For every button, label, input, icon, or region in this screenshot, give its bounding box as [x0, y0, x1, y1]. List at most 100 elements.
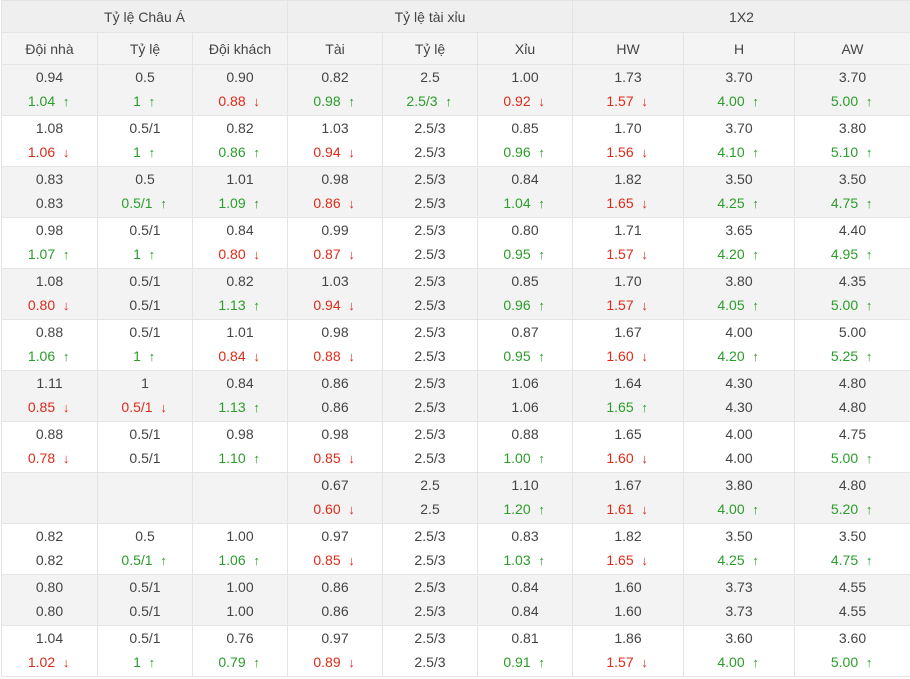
odds-cell-content: 2.5/3 2.5/3 — [383, 626, 477, 676]
arrow-up-icon: ↑ — [752, 298, 759, 313]
arrow-down-icon: ↓ — [62, 298, 70, 313]
odds-cell-content: 3.60 4.00 ↑ — [684, 626, 794, 676]
odds-cell-content: 3.50 4.25 ↑ — [684, 167, 794, 217]
odds-cell-content: 1.86 1.57 ↓ — [573, 626, 683, 676]
current-odds-line: 1.61 ↓ — [573, 501, 683, 518]
arrow-up-icon: ↑ — [865, 247, 873, 262]
opening-odds: 2.5/3 — [414, 171, 446, 187]
arrow-down-icon: ↓ — [641, 349, 648, 364]
current-odds-line: 4.20 ↑ — [684, 246, 794, 263]
current-odds: 1.04 — [503, 195, 531, 211]
opening-odds: 0.67 — [321, 477, 349, 493]
arrow-up-icon: ↑ — [538, 655, 545, 670]
current-odds: 0.5/1 — [129, 297, 161, 313]
arrow-down-icon: ↓ — [62, 451, 70, 466]
opening-odds: 2.5/3 — [414, 222, 446, 238]
current-odds: 0.83 — [35, 195, 64, 211]
odds-cell-away: 0.98 1.10 ↑ — [192, 421, 288, 473]
current-odds-line: 1.09 ↑ — [193, 195, 287, 212]
odds-cell-content: 3.50 4.75 ↑ — [795, 524, 910, 574]
current-odds-line: 3.73 — [684, 603, 794, 619]
opening-odds: 1.10 — [511, 477, 539, 493]
current-odds-line: 1.20 ↑ — [478, 501, 572, 518]
odds-cell-home: 0.88 1.06 ↑ — [1, 319, 98, 371]
current-odds-line: 0.86 — [288, 399, 382, 415]
opening-odds: 0.90 — [226, 69, 254, 85]
current-odds-line: 0.80 — [2, 603, 97, 619]
odds-cell-away: 0.84 1.13 ↑ — [192, 370, 288, 422]
arrow-up-icon: ↑ — [253, 298, 260, 313]
odds-cell-handicap: 0.5/1 1 ↑ — [97, 217, 193, 269]
odds-cell-away — [192, 472, 288, 524]
odds-cell-content: 0.81 0.91 ↑ — [478, 626, 572, 676]
opening-odds: 1.73 — [614, 69, 642, 85]
current-odds-line: 4.30 — [684, 399, 794, 415]
odds-cell-content: 0.98 0.88 ↓ — [288, 320, 382, 370]
opening-odds: 0.94 — [35, 69, 64, 85]
current-odds: 1.65 — [606, 399, 634, 415]
opening-odds: 1.03 — [321, 120, 349, 136]
odds-cell-content: 1.60 1.60 — [573, 575, 683, 625]
opening-odds: 0.85 — [511, 120, 539, 136]
odds-row: 0.67 0.60 ↓ 2.5 2.5 1.10 1.20 ↑ 1.67 1.61 ↓ 3.80 4.0… — [1, 472, 910, 524]
opening-odds: 1.00 — [226, 579, 254, 595]
opening-odds: 4.00 — [725, 426, 753, 442]
arrow-up-icon: ↑ — [752, 349, 759, 364]
opening-odds: 2.5 — [420, 69, 440, 85]
opening-odds: 0.82 — [226, 273, 254, 289]
odds-body: 0.94 1.04 ↑ 0.5 1 ↑ 0.90 0.88 ↓ 0.82 0.98 ↑ 2.5 2.5/3… — [1, 64, 910, 677]
arrow-down-icon: ↓ — [348, 196, 355, 211]
arrow-up-icon: ↑ — [445, 94, 452, 109]
opening-odds: 3.50 — [838, 528, 867, 544]
col-header-away: Đội khách — [192, 32, 288, 65]
opening-odds: 0.84 — [226, 375, 254, 391]
current-odds-line: 4.05 ↑ — [684, 297, 794, 314]
odds-cell-content: 0.85 0.96 ↑ — [478, 116, 572, 166]
opening-odds: 4.00 — [725, 324, 753, 340]
current-odds-line: 5.00 ↑ — [795, 297, 910, 314]
current-odds-line: 5.00 ↑ — [795, 93, 910, 110]
current-odds: 1.06 — [27, 348, 56, 364]
odds-cell-content — [2, 473, 97, 523]
opening-odds: 4.30 — [725, 375, 753, 391]
odds-cell-content — [193, 473, 287, 523]
arrow-down-icon: ↓ — [348, 655, 355, 670]
current-odds: 1.06 — [218, 552, 246, 568]
current-odds-line: 4.00 ↑ — [684, 654, 794, 671]
current-odds: 0.80 — [35, 603, 64, 619]
current-odds: 1.06 — [511, 399, 539, 415]
current-odds: 4.00 — [725, 450, 753, 466]
current-odds-line: 0.85 ↓ — [288, 552, 382, 569]
odds-cell-over: 0.99 0.87 ↓ — [287, 217, 383, 269]
opening-odds: 0.84 — [511, 579, 539, 595]
arrow-down-icon: ↓ — [641, 145, 648, 160]
current-odds: 1.60 — [614, 603, 642, 619]
current-odds: 0.86 — [321, 603, 349, 619]
arrow-up-icon: ↑ — [865, 349, 873, 364]
current-odds-line: 1.65 ↓ — [573, 195, 683, 212]
odds-cell-content: 4.35 5.00 ↑ — [795, 269, 910, 319]
odds-cell-content: 1.67 1.61 ↓ — [573, 473, 683, 523]
current-odds-line: 0.96 ↑ — [478, 297, 572, 314]
current-odds: 4.10 — [717, 144, 745, 160]
current-odds: 5.00 — [830, 297, 859, 313]
current-odds-line: 4.25 ↑ — [684, 552, 794, 569]
current-odds-line: 0.91 ↑ — [478, 654, 572, 671]
current-odds-line: 1 ↑ — [98, 144, 192, 161]
column-header-row: Đội nhà Tỷ lệ Đội khách Tài Tỷ lệ Xỉu HW… — [1, 32, 910, 65]
current-odds-line: 1.06 — [478, 399, 572, 415]
odds-cell-under: 0.87 0.95 ↑ — [477, 319, 573, 371]
odds-cell-home — [1, 472, 98, 524]
opening-odds: 1.82 — [614, 171, 642, 187]
odds-cell-content: 4.00 4.00 — [684, 422, 794, 472]
odds-cell-handicap: 0.5/1 1 ↑ — [97, 625, 193, 677]
arrow-up-icon: ↑ — [752, 502, 759, 517]
odds-cell-away: 1.00 1.06 ↑ — [192, 523, 288, 575]
arrow-up-icon: ↑ — [148, 94, 156, 109]
current-odds-line: 2.5/3 — [383, 246, 477, 262]
odds-cell-away-win: 3.60 5.00 ↑ — [794, 625, 910, 677]
odds-cell-total-line: 2.5 2.5/3 ↑ — [382, 64, 478, 116]
odds-cell-home: 0.82 0.82 — [1, 523, 98, 575]
current-odds: 1.57 — [606, 93, 634, 109]
opening-odds: 3.70 — [838, 69, 867, 85]
